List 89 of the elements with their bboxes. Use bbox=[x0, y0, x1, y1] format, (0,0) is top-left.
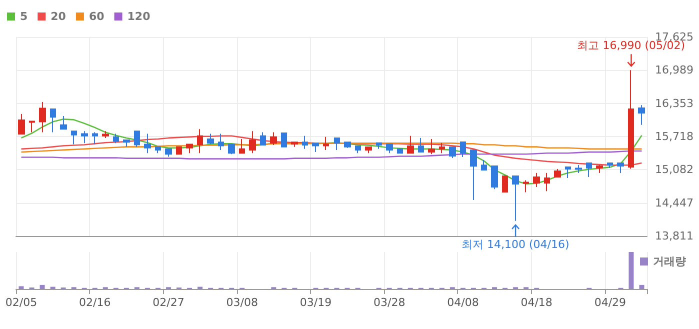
candlestick bbox=[365, 146, 372, 154]
candlestick bbox=[155, 146, 161, 154]
y-tick-label: 16,989 bbox=[655, 64, 694, 77]
candlestick bbox=[355, 145, 361, 154]
candlestick bbox=[134, 130, 140, 148]
x-tick-label: 02/05 bbox=[5, 296, 38, 309]
candlestick bbox=[312, 142, 319, 153]
line-series bbox=[20, 135, 642, 166]
candlestick bbox=[302, 135, 308, 150]
candlestick bbox=[439, 142, 445, 154]
candlestick bbox=[533, 172, 540, 188]
candlestick bbox=[617, 162, 624, 174]
candlestick bbox=[407, 135, 414, 154]
candlestick bbox=[470, 150, 477, 201]
y-tick-label: 15,082 bbox=[655, 163, 694, 176]
candlestick bbox=[502, 176, 508, 193]
candlestick bbox=[386, 143, 393, 154]
candlestick bbox=[334, 137, 340, 150]
candlestick bbox=[565, 166, 571, 179]
line-series bbox=[20, 142, 642, 153]
candlestick bbox=[113, 133, 119, 144]
candlestick bbox=[18, 113, 25, 134]
candlestick bbox=[228, 144, 235, 155]
candlestick bbox=[71, 130, 77, 145]
candlestick bbox=[523, 180, 529, 193]
candlestick bbox=[607, 162, 613, 169]
x-tick-label: 04/29 bbox=[594, 296, 626, 309]
annotation: 최저 14,100 (04/16) bbox=[462, 236, 570, 252]
bar bbox=[40, 284, 45, 289]
y-tick-label: 15,718 bbox=[655, 130, 694, 143]
candlestick bbox=[144, 133, 151, 154]
line-series bbox=[20, 118, 642, 185]
candlestick bbox=[281, 132, 287, 148]
candlestick bbox=[102, 130, 109, 138]
candlestick bbox=[544, 172, 550, 192]
candlestick bbox=[575, 164, 582, 174]
candlestick bbox=[260, 132, 266, 146]
x-tick-label: 03/08 bbox=[226, 296, 258, 309]
x-tick-label: 04/18 bbox=[520, 296, 552, 309]
candlestick bbox=[176, 146, 182, 155]
candlestick bbox=[29, 120, 35, 133]
x-tick-label: 03/28 bbox=[373, 296, 406, 309]
candlestick bbox=[376, 142, 382, 150]
candlestick bbox=[249, 130, 256, 154]
legend-label: 20 bbox=[50, 10, 66, 23]
legend-label: 120 bbox=[127, 10, 151, 23]
candlestick bbox=[628, 70, 634, 170]
bar bbox=[628, 252, 634, 289]
legend-label: 60 bbox=[88, 10, 105, 23]
candlestick bbox=[270, 132, 277, 146]
candlestick bbox=[239, 138, 245, 154]
candlestick bbox=[60, 116, 67, 130]
candlestick bbox=[491, 166, 498, 190]
y-tick-label: 16,353 bbox=[655, 96, 694, 110]
x-tick-label: 02/27 bbox=[152, 296, 184, 309]
y-tick-label: 14,447 bbox=[655, 196, 694, 210]
candlestick bbox=[291, 142, 298, 148]
candlestick bbox=[638, 104, 645, 126]
y-tick-label: 13,811 bbox=[655, 230, 694, 242]
candlestick bbox=[165, 148, 172, 158]
candlestick bbox=[428, 138, 435, 155]
candlestick bbox=[586, 162, 592, 178]
candlestick bbox=[397, 148, 403, 154]
line-series bbox=[20, 150, 642, 160]
candlestick bbox=[197, 128, 203, 154]
bar bbox=[18, 286, 24, 289]
candlestick bbox=[218, 133, 224, 150]
x-tick-label: 04/08 bbox=[447, 296, 479, 309]
candlestick bbox=[81, 130, 88, 144]
x-tick-label: 03/19 bbox=[300, 296, 332, 309]
candlestick bbox=[207, 133, 214, 145]
candlestick bbox=[449, 146, 456, 158]
bar bbox=[639, 284, 644, 289]
candlestick bbox=[323, 136, 329, 150]
candlestick bbox=[481, 160, 487, 171]
candlestick bbox=[596, 164, 603, 174]
candlestick bbox=[460, 142, 466, 158]
x-tick-label: 02/16 bbox=[79, 296, 111, 309]
candlestick bbox=[39, 101, 46, 133]
legend-label: 거래량 bbox=[653, 255, 686, 268]
legend-label: 5 bbox=[20, 10, 28, 23]
candlestick bbox=[186, 144, 193, 154]
candlestick bbox=[512, 176, 519, 222]
candlestick bbox=[554, 168, 561, 178]
candlestick bbox=[123, 140, 130, 148]
candlestick bbox=[418, 137, 424, 153]
candlestick bbox=[50, 108, 56, 133]
candlestick bbox=[344, 142, 351, 148]
candlestick bbox=[92, 132, 98, 145]
